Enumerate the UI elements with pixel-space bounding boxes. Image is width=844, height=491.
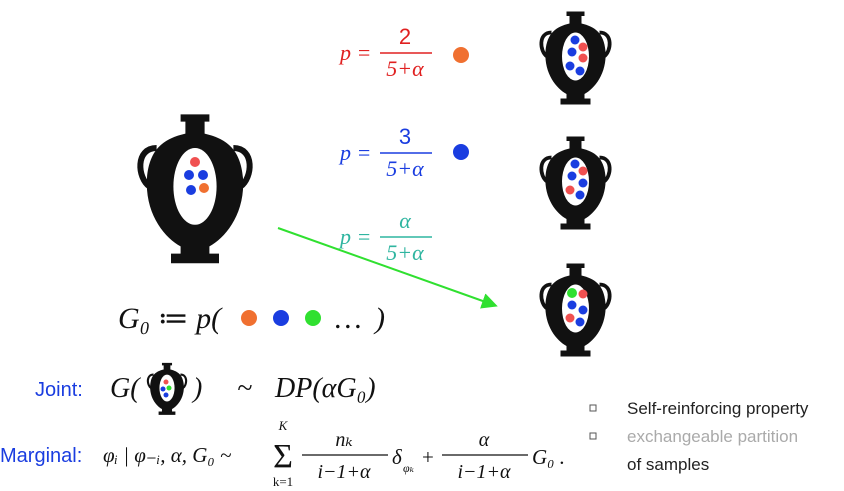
close: ) — [373, 302, 385, 335]
denominator: 5+α — [386, 240, 424, 265]
numerator: α — [399, 208, 411, 233]
fraction: p = 2 5+α — [338, 24, 432, 81]
marginal-formula: φᵢ | φ₋ᵢ, α, G₀ ~ K Σ k=1 nₖ i−1+α δ φₖ … — [103, 418, 565, 489]
marginal-label: Marginal: — [0, 445, 82, 467]
sum-lower: k=1 — [273, 474, 293, 489]
close: ) — [191, 373, 202, 404]
numerator: 2 — [399, 24, 411, 49]
numerator: α — [479, 429, 490, 451]
urn-outcome — [541, 137, 609, 230]
fraction: p = 3 5+α — [338, 124, 432, 181]
denominator: i−1+α — [317, 461, 371, 483]
joint-formula: G( ) ~ DP(αG₀) — [110, 363, 376, 415]
denominator: 5+α — [386, 56, 424, 81]
body: p = 2 5+α p = 3 5+α p = α 5+α G₀ ≔ p( … … — [0, 0, 844, 491]
rhs: DP(αG₀) — [274, 373, 376, 404]
ball — [241, 310, 257, 326]
open: G( — [110, 373, 141, 404]
lhs: p = — [338, 40, 371, 65]
ball — [273, 310, 289, 326]
lhs: p = — [338, 224, 371, 249]
urn-outcome — [541, 264, 609, 357]
denominator: i−1+α — [457, 461, 511, 483]
page: {"fractions":[ {"lhs":"p =","numerator":… — [0, 0, 844, 491]
sum-symbol: Σ — [273, 438, 293, 475]
urn-icon — [148, 363, 186, 415]
urn — [140, 114, 249, 263]
bullet-list: Self-reinforcing property exchangeable p… — [590, 399, 809, 474]
numerator: 3 — [399, 124, 411, 149]
plus: + — [422, 445, 434, 469]
delta: δ — [392, 445, 403, 469]
numerator: nₖ — [335, 429, 352, 451]
lhs: p = — [338, 140, 371, 165]
lhs: G₀ ≔ p( — [118, 302, 223, 335]
ellipsis: … — [335, 302, 362, 335]
bullet-marker — [590, 405, 596, 411]
joint-label: Joint: — [35, 379, 83, 401]
ball — [453, 47, 469, 63]
bullet-text: exchangeable partition — [627, 427, 798, 446]
tilde: ~ — [237, 373, 252, 404]
delta-sub: φₖ — [403, 461, 415, 475]
urn-outcome — [541, 12, 609, 105]
ball — [305, 310, 321, 326]
tail: G₀ . — [532, 445, 565, 469]
bullet-text: Self-reinforcing property — [627, 399, 809, 418]
sum-upper: K — [278, 418, 289, 433]
denominator: 5+α — [386, 156, 424, 181]
ball — [453, 144, 469, 160]
lhs: φᵢ | φ₋ᵢ, α, G₀ ~ — [103, 443, 232, 467]
bullet-marker — [590, 433, 596, 439]
bullet-text: of samples — [627, 455, 709, 474]
slide: p = 2 5+α p = 3 5+α p = α 5+α G₀ ≔ p( … … — [0, 0, 844, 491]
base-measure: G₀ ≔ p( … ) — [118, 302, 385, 335]
fraction: p = α 5+α — [338, 208, 432, 265]
